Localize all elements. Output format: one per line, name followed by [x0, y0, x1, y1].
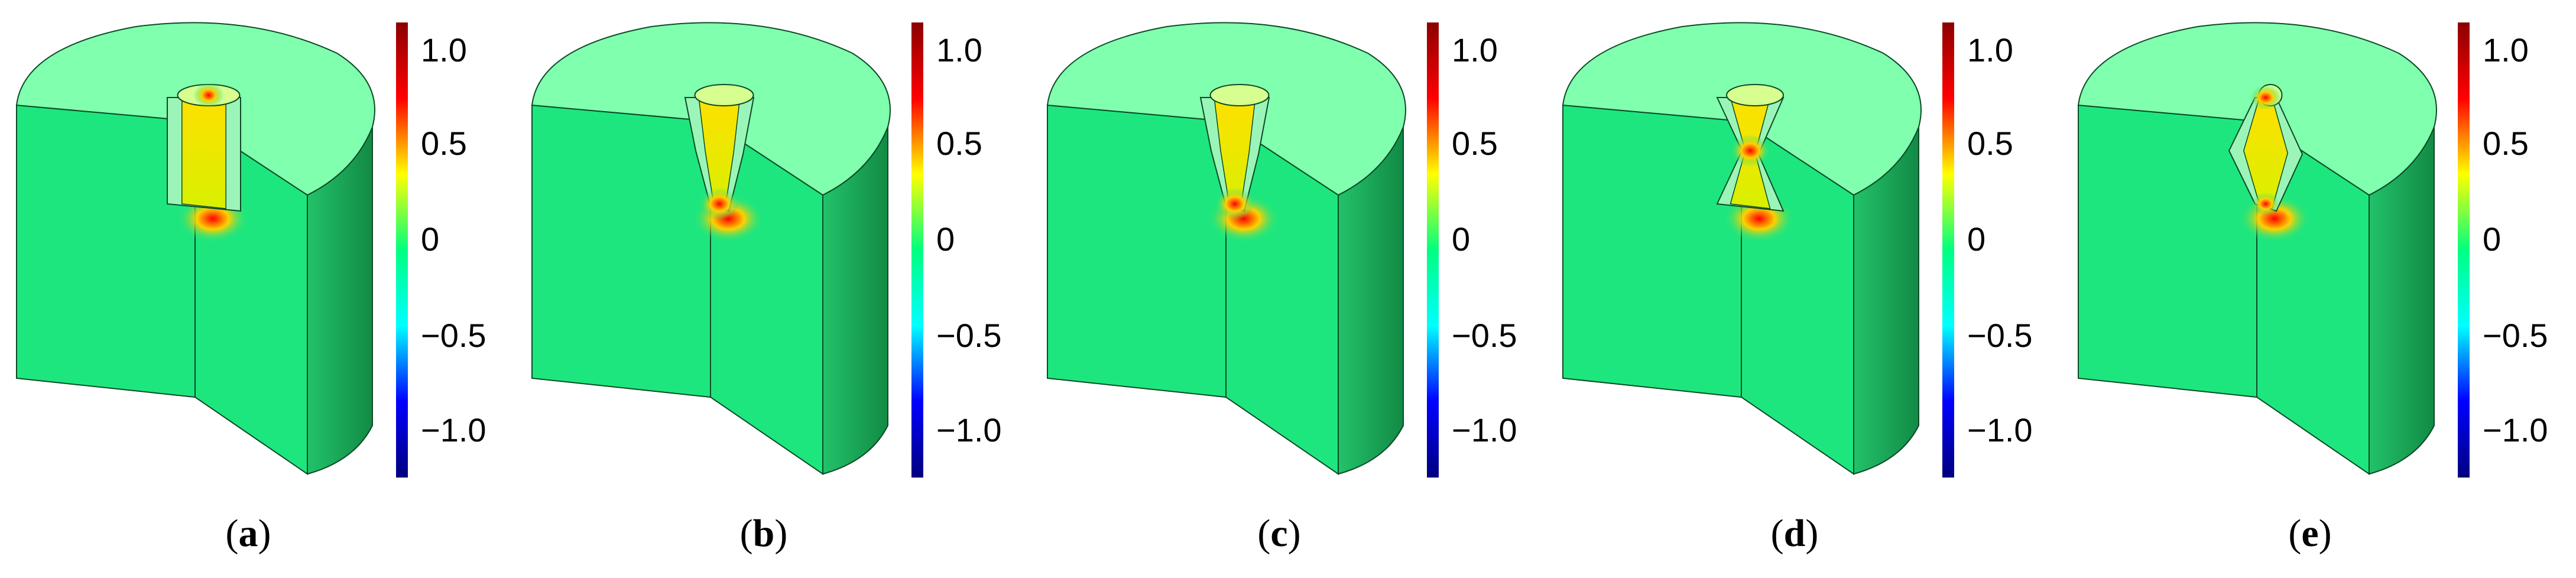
- colorbar-tick-label: −0.5: [936, 317, 1002, 354]
- panel-c: 1.0 0.5 0 −0.5 −1.0 (c): [1031, 0, 1546, 578]
- colorbar-tick-label: 1.0: [936, 31, 982, 69]
- colorbar-tick-label: 0: [1452, 220, 1471, 258]
- hole-cross-section: [684, 84, 755, 220]
- colorbar-tick-label: 0: [421, 220, 440, 258]
- colorbar-tick-label: 0.5: [421, 125, 467, 162]
- panel-e: 1.0 0.5 0 −0.5 −1.0 (e): [2062, 0, 2576, 578]
- colorbar: [2458, 22, 2470, 478]
- colorbar-tick-label: 1.0: [1452, 31, 1498, 69]
- caption-open-paren: (: [2288, 512, 2302, 555]
- caption-letter: b: [752, 512, 775, 555]
- panel-caption: (e): [2251, 514, 2369, 553]
- left-cut-face: [1047, 104, 1227, 398]
- caption-letter: e: [2301, 512, 2319, 555]
- caption-open-paren: (: [1770, 512, 1784, 555]
- cylinder-model: [1046, 22, 1406, 475]
- colorbar-tick-label: −1.0: [1452, 411, 1517, 449]
- cylinder-model: [2077, 22, 2437, 475]
- colorbar-tick-label: 0.5: [1967, 125, 2013, 162]
- left-cut-face: [531, 104, 711, 398]
- colorbar-tick-label: −0.5: [1967, 317, 2033, 354]
- colorbar-tick-label: 1.0: [1967, 31, 2013, 69]
- colorbar: [396, 22, 408, 478]
- colorbar-tick-label: −1.0: [1967, 411, 2033, 449]
- colorbar-tick-label: 0: [1967, 220, 1986, 258]
- caption-open-paren: (: [739, 512, 753, 555]
- hole-cross-section: [2228, 84, 2304, 216]
- hole-cross-section: [1716, 84, 1785, 212]
- hole-cross-section: [1199, 84, 1270, 220]
- caption-close-paren: ): [258, 512, 271, 555]
- panel-d: 1.0 0.5 0 −0.5 −1.0 (d): [1546, 0, 2062, 578]
- caption-letter: a: [238, 512, 258, 555]
- colorbar-tick-label: 0.5: [1452, 125, 1498, 162]
- colorbar-tick-label: 0: [2483, 220, 2502, 258]
- colorbar-tick-label: −0.5: [1452, 317, 1517, 354]
- cylinder-model: [1562, 22, 1922, 475]
- hole-cross-section: [167, 83, 241, 212]
- panel-caption: (a): [189, 514, 307, 553]
- panel-caption: (c): [1220, 514, 1338, 553]
- caption-close-paren: ): [1287, 512, 1301, 555]
- colorbar-tick-label: 0: [936, 220, 955, 258]
- colorbar-tick-label: 0.5: [2483, 125, 2529, 162]
- colorbar-tick-label: −1.0: [936, 411, 1002, 449]
- colorbar-tick-label: 1.0: [421, 31, 467, 69]
- colorbar: [1427, 22, 1439, 478]
- colorbar-tick-label: 0.5: [936, 125, 982, 162]
- panel-a: 1.0 0.5 0 −0.5 −1.0 (a): [0, 0, 515, 578]
- left-cut-face: [1562, 104, 1742, 398]
- caption-letter: d: [1783, 512, 1806, 555]
- panel-caption: (b): [705, 514, 823, 553]
- caption-letter: c: [1270, 512, 1288, 555]
- caption-open-paren: (: [1257, 512, 1271, 555]
- colorbar: [1942, 22, 1954, 478]
- colorbar-tick-label: −1.0: [421, 411, 486, 449]
- cylinder-model: [15, 22, 375, 475]
- caption-close-paren: ): [2318, 512, 2332, 555]
- colorbar-tick-label: −0.5: [2483, 317, 2548, 354]
- colorbar-tick-label: −1.0: [2483, 411, 2548, 449]
- colorbar-tick-label: −0.5: [421, 317, 486, 354]
- panel-caption: (d): [1735, 514, 1854, 553]
- caption-open-paren: (: [225, 512, 239, 555]
- cylinder-model: [531, 22, 891, 475]
- colorbar-tick-label: 1.0: [2483, 31, 2529, 69]
- panel-b: 1.0 0.5 0 −0.5 −1.0 (b): [515, 0, 1031, 578]
- colorbar: [911, 22, 923, 478]
- caption-close-paren: ): [1805, 512, 1819, 555]
- caption-close-paren: ): [774, 512, 788, 555]
